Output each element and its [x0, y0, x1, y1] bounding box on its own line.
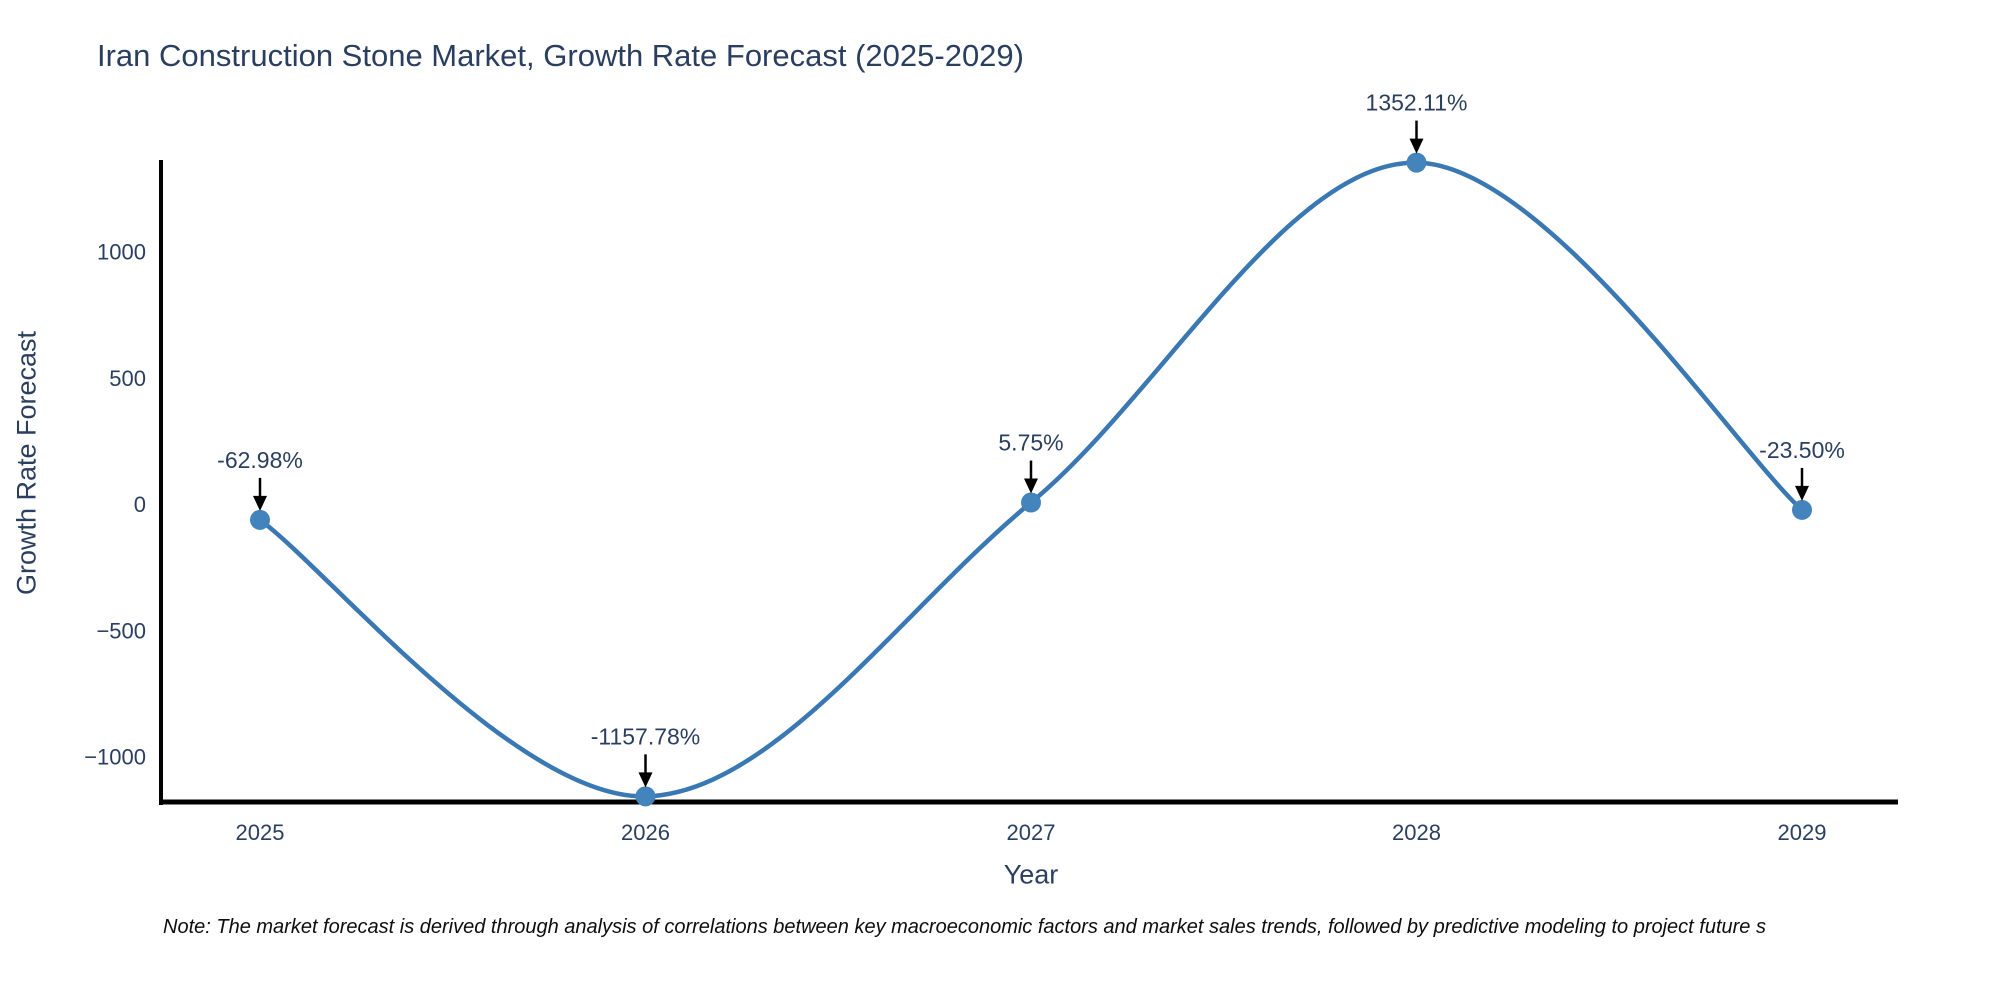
y-tick-label: 1000 — [97, 240, 146, 265]
x-tick-label: 2028 — [1392, 820, 1441, 845]
annotation-arrowhead — [1795, 485, 1809, 501]
data-point-marker[interactable] — [635, 786, 656, 807]
data-point-marker[interactable] — [1792, 499, 1812, 520]
annotation-arrowhead — [638, 772, 653, 788]
annotation-label: -1157.78% — [591, 723, 701, 749]
data-point-marker[interactable] — [1406, 152, 1427, 173]
annotation-label: 5.75% — [998, 430, 1063, 456]
x-tick-label: 2029 — [1778, 820, 1827, 845]
x-tick-label: 2025 — [236, 820, 285, 845]
footnote: Note: The market forecast is derived thr… — [163, 916, 1766, 938]
annotation-arrowhead — [253, 495, 267, 511]
data-point-marker[interactable] — [1021, 492, 1041, 513]
y-tick-label: 500 — [109, 366, 146, 391]
y-tick-label: 0 — [134, 492, 146, 517]
data-point-marker[interactable] — [250, 509, 270, 530]
annotation-arrowhead — [1409, 138, 1424, 154]
y-tick-label: −500 — [96, 618, 146, 643]
x-tick-label: 2026 — [621, 820, 670, 845]
chart-title: Iran Construction Stone Market, Growth R… — [97, 38, 1024, 73]
y-tick-label: −1000 — [84, 745, 146, 770]
annotation-label: 1352.11% — [1366, 90, 1468, 116]
annotation-label: -23.50% — [1759, 437, 1845, 463]
annotation-label: -62.98% — [217, 447, 303, 473]
x-tick-label: 2027 — [1007, 820, 1056, 845]
annotation-arrowhead — [1024, 478, 1038, 494]
x-axis-title: Year — [1003, 859, 1059, 890]
